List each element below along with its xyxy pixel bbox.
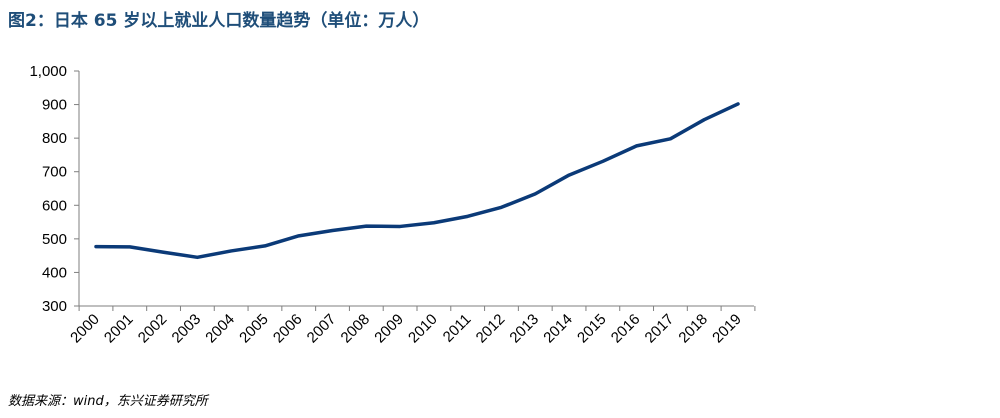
x-tick-label: 2016 (608, 311, 644, 347)
x-tick-label: 2002 (135, 311, 171, 347)
y-tick-label: 900 (42, 97, 67, 114)
chart-title: 图2：日本 65 岁以上就业人口数量趋势（单位：万人） (8, 11, 430, 31)
x-tick-label: 2000 (67, 311, 103, 347)
x-tick-label: 2008 (338, 311, 374, 347)
x-tick-label: 2018 (675, 311, 711, 347)
y-tick-label: 500 (42, 231, 67, 248)
x-tick-label: 2012 (473, 311, 509, 347)
y-tick-label: 300 (42, 298, 67, 315)
x-tick-label: 2014 (540, 311, 576, 347)
source-note: 数据来源：wind，东兴证券研究所 (8, 394, 208, 409)
x-tick-label: 2001 (101, 311, 137, 347)
x-tick-label: 2006 (270, 311, 306, 347)
x-tick-label: 2013 (506, 311, 542, 347)
x-tick-label: 2019 (709, 311, 745, 347)
x-tick-label: 2017 (642, 311, 678, 347)
x-tick-label: 2010 (405, 311, 441, 347)
x-tick-label: 2005 (236, 311, 272, 347)
y-tick-label: 600 (42, 197, 67, 214)
y-tick-label: 700 (42, 164, 67, 181)
x-tick-label: 2011 (440, 311, 475, 346)
series-line (94, 102, 740, 260)
y-axis-ticks: 300 400 500 600 700 800 900 1,000 (29, 63, 79, 315)
x-tick-label: 2007 (304, 311, 340, 347)
x-tick-label: 2015 (574, 311, 610, 347)
chart-axes (78, 71, 754, 307)
x-tick-label: 2003 (169, 311, 205, 347)
y-tick-label: 1,000 (29, 63, 67, 80)
x-axis-ticks: 2000200120022003200420052006200720082009… (67, 306, 756, 347)
series-lines (94, 102, 740, 260)
x-tick-label: 2004 (202, 311, 238, 347)
y-tick-label: 800 (42, 130, 67, 147)
x-tick-label: 2009 (371, 311, 407, 347)
y-tick-label: 400 (42, 264, 67, 281)
